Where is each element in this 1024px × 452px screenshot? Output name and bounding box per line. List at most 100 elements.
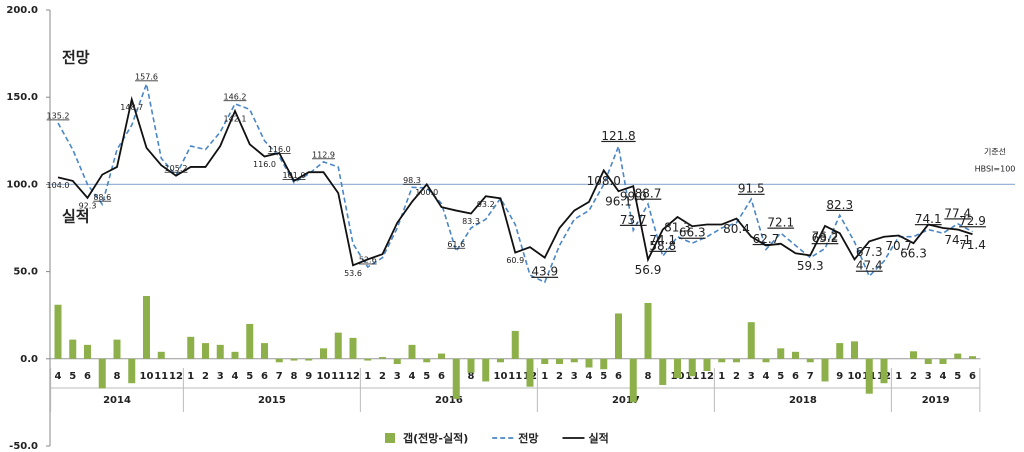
value-label: 77.4 [944, 206, 971, 220]
x-tick-label: 3 [748, 371, 755, 382]
bar [364, 358, 372, 361]
bar [393, 358, 401, 365]
x-tick-label: 3 [925, 371, 932, 382]
bar [585, 358, 593, 368]
bar [659, 358, 667, 385]
x-tick-label: 8 [468, 371, 475, 382]
bar [644, 302, 652, 359]
x-tick-label: 5 [246, 371, 253, 382]
bar [910, 351, 917, 359]
value-label: 71.4 [959, 238, 986, 252]
value-label: 121.8 [601, 129, 635, 143]
bar [556, 358, 563, 365]
legend-label: 전망 [518, 431, 538, 445]
value-label: 74.1 [915, 212, 942, 226]
annotation: 전망 [62, 49, 90, 67]
value-label: 63.2 [812, 231, 839, 245]
value-label: 105.2 [165, 164, 188, 173]
value-label: 82.3 [826, 198, 853, 212]
bar [733, 358, 740, 363]
bar [482, 358, 490, 382]
x-tick-label: 2 [379, 371, 386, 382]
value-label: 80.4 [723, 222, 750, 236]
reference-sublabel: HBSI=100 [975, 165, 1016, 174]
bar [497, 358, 504, 363]
bar [777, 348, 785, 359]
x-tick-label: 6 [792, 371, 799, 382]
x-tick-label: 2 [556, 371, 563, 382]
bar [216, 344, 224, 359]
value-label: 72.1 [767, 216, 794, 230]
value-label: 74.1 [944, 233, 971, 247]
bar [275, 358, 283, 363]
bar [865, 358, 873, 394]
value-label: 88.6 [93, 193, 111, 202]
y-tick-label: 50.0 [13, 267, 38, 278]
legend-label: 실적 [588, 431, 608, 445]
value-label: 83.3 [462, 217, 480, 226]
value-label: 66.3 [900, 247, 927, 261]
bar [954, 353, 962, 359]
value-label: 99.0 [620, 190, 647, 204]
bar [511, 330, 519, 359]
reference-label: 기준선 [984, 148, 1006, 157]
y-tick-label: 200.0 [6, 5, 38, 16]
value-label: 101.0 [283, 171, 306, 180]
x-tick-label: 1 [895, 371, 902, 382]
legend-label: 갭(전망-실적) [403, 431, 468, 445]
legend-swatch [385, 433, 395, 443]
bar [202, 343, 209, 359]
annotation: 실적 [62, 208, 90, 226]
value-label: 100.0 [415, 188, 438, 197]
bar [246, 323, 254, 359]
bar [290, 358, 298, 361]
bar [851, 341, 858, 359]
x-tick-label: 1 [187, 371, 194, 382]
x-tick-label: 7 [276, 371, 283, 382]
x-tick-label: 5 [69, 371, 76, 382]
bar [762, 358, 770, 363]
x-tick-label: 4 [763, 371, 770, 382]
x-tick-label: 12 [346, 371, 360, 382]
x-tick-label: 8 [645, 371, 652, 382]
bar [526, 358, 534, 387]
bar [836, 343, 844, 359]
x-tick-label: 6 [438, 371, 445, 382]
value-label: 59.3 [797, 259, 824, 273]
value-label: 66.3 [679, 226, 706, 240]
bar [570, 358, 578, 363]
bar [261, 343, 268, 359]
year-label: 2019 [922, 395, 950, 406]
value-label: 72.9 [959, 214, 986, 228]
value-label: 76.2 [812, 229, 839, 243]
value-label: 96.1 [605, 195, 632, 209]
x-tick-label: 5 [954, 371, 961, 382]
x-tick-label: 4 [586, 371, 593, 382]
line [57, 80, 973, 284]
bar [423, 358, 431, 363]
bar [541, 358, 549, 365]
x-tick-label: 10 [848, 371, 862, 382]
year-label: 2015 [258, 395, 286, 406]
bar [688, 358, 696, 377]
x-tick-label: 11 [331, 371, 345, 382]
bar [615, 313, 622, 359]
bar [128, 358, 136, 384]
value-label: 116.0 [253, 160, 276, 169]
bar [334, 332, 342, 359]
bar [806, 358, 814, 363]
bar [187, 336, 195, 359]
value-label: 92.3 [79, 201, 97, 210]
x-tick-label: 4 [55, 371, 62, 382]
bar [747, 322, 755, 359]
value-label: 56.9 [635, 263, 662, 277]
value-label: 61.6 [447, 240, 465, 249]
value-label: 74.1 [649, 233, 676, 247]
x-tick-label: 3 [571, 371, 578, 382]
value-label: 108.0 [587, 174, 621, 188]
y-tick-label: 100.0 [6, 179, 38, 190]
x-tick-label: 11 [685, 371, 699, 382]
x-tick-label: 9 [305, 371, 312, 382]
bar [305, 358, 313, 361]
